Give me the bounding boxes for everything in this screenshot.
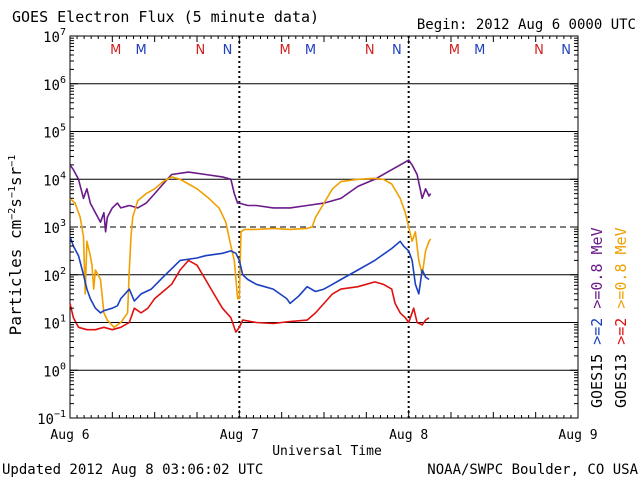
legend-entry: >=0.8 MeV: [612, 227, 630, 317]
y-tick-label: 103: [43, 218, 66, 237]
y-tick-label: 106: [43, 75, 66, 94]
y-tick-label: 107: [43, 27, 66, 46]
event-marker: M: [474, 43, 485, 58]
y-tick-label: 105: [43, 123, 66, 142]
plot-area: [69, 35, 579, 419]
legend-column-goes15: GOES15 >=2 >=0.8 MeV: [588, 227, 606, 408]
y-tick-label: 101: [43, 314, 66, 333]
y-tick-label: 100: [43, 361, 66, 380]
series-line: [69, 159, 432, 233]
event-marker: M: [279, 43, 290, 58]
legend-satellite-name: GOES15: [588, 354, 606, 408]
x-axis-label: Universal Time: [272, 444, 382, 459]
updated-timestamp: Updated 2012 Aug 8 03:06:02 UTC: [2, 462, 263, 478]
x-tick-label: Aug 7: [220, 428, 259, 443]
chart-title: GOES Electron Flux (5 minute data): [12, 8, 319, 26]
x-tick-label: Aug 8: [389, 428, 428, 443]
series-line: [69, 176, 432, 329]
event-marker: N: [196, 43, 206, 58]
x-tick-label: Aug 6: [50, 428, 89, 443]
y-tick-label: 102: [43, 266, 66, 285]
event-marker: M: [110, 43, 121, 58]
event-marker: M: [305, 43, 316, 58]
y-tick-label: 104: [43, 170, 66, 189]
event-marker: N: [561, 43, 571, 58]
event-marker: N: [534, 43, 544, 58]
legend-satellite-name: GOES13: [612, 354, 630, 408]
begin-date-label: Begin: 2012 Aug 6 0000 UTC: [417, 17, 636, 33]
credit-label: NOAA/SWPC Boulder, CO USA: [427, 462, 638, 478]
x-tick-label: Aug 9: [558, 428, 597, 443]
event-marker: N: [365, 43, 375, 58]
event-marker: M: [136, 43, 147, 58]
y-tick-label: 10−1: [37, 409, 66, 428]
series-line: [69, 236, 430, 314]
event-marker: N: [392, 43, 402, 58]
event-marker: M: [449, 43, 460, 58]
legend-entry: >=2: [612, 318, 630, 354]
legend-entry: >=2: [588, 318, 606, 354]
data-series: [69, 159, 432, 333]
event-marker: N: [223, 43, 233, 58]
y-axis-label: Particles cm−2s−1sr−1: [6, 155, 25, 336]
legend-column-goes13: GOES13 >=2 >=0.8 MeV: [612, 227, 630, 408]
series-line: [69, 259, 430, 333]
legend-entry: >=0.8 MeV: [588, 227, 606, 317]
